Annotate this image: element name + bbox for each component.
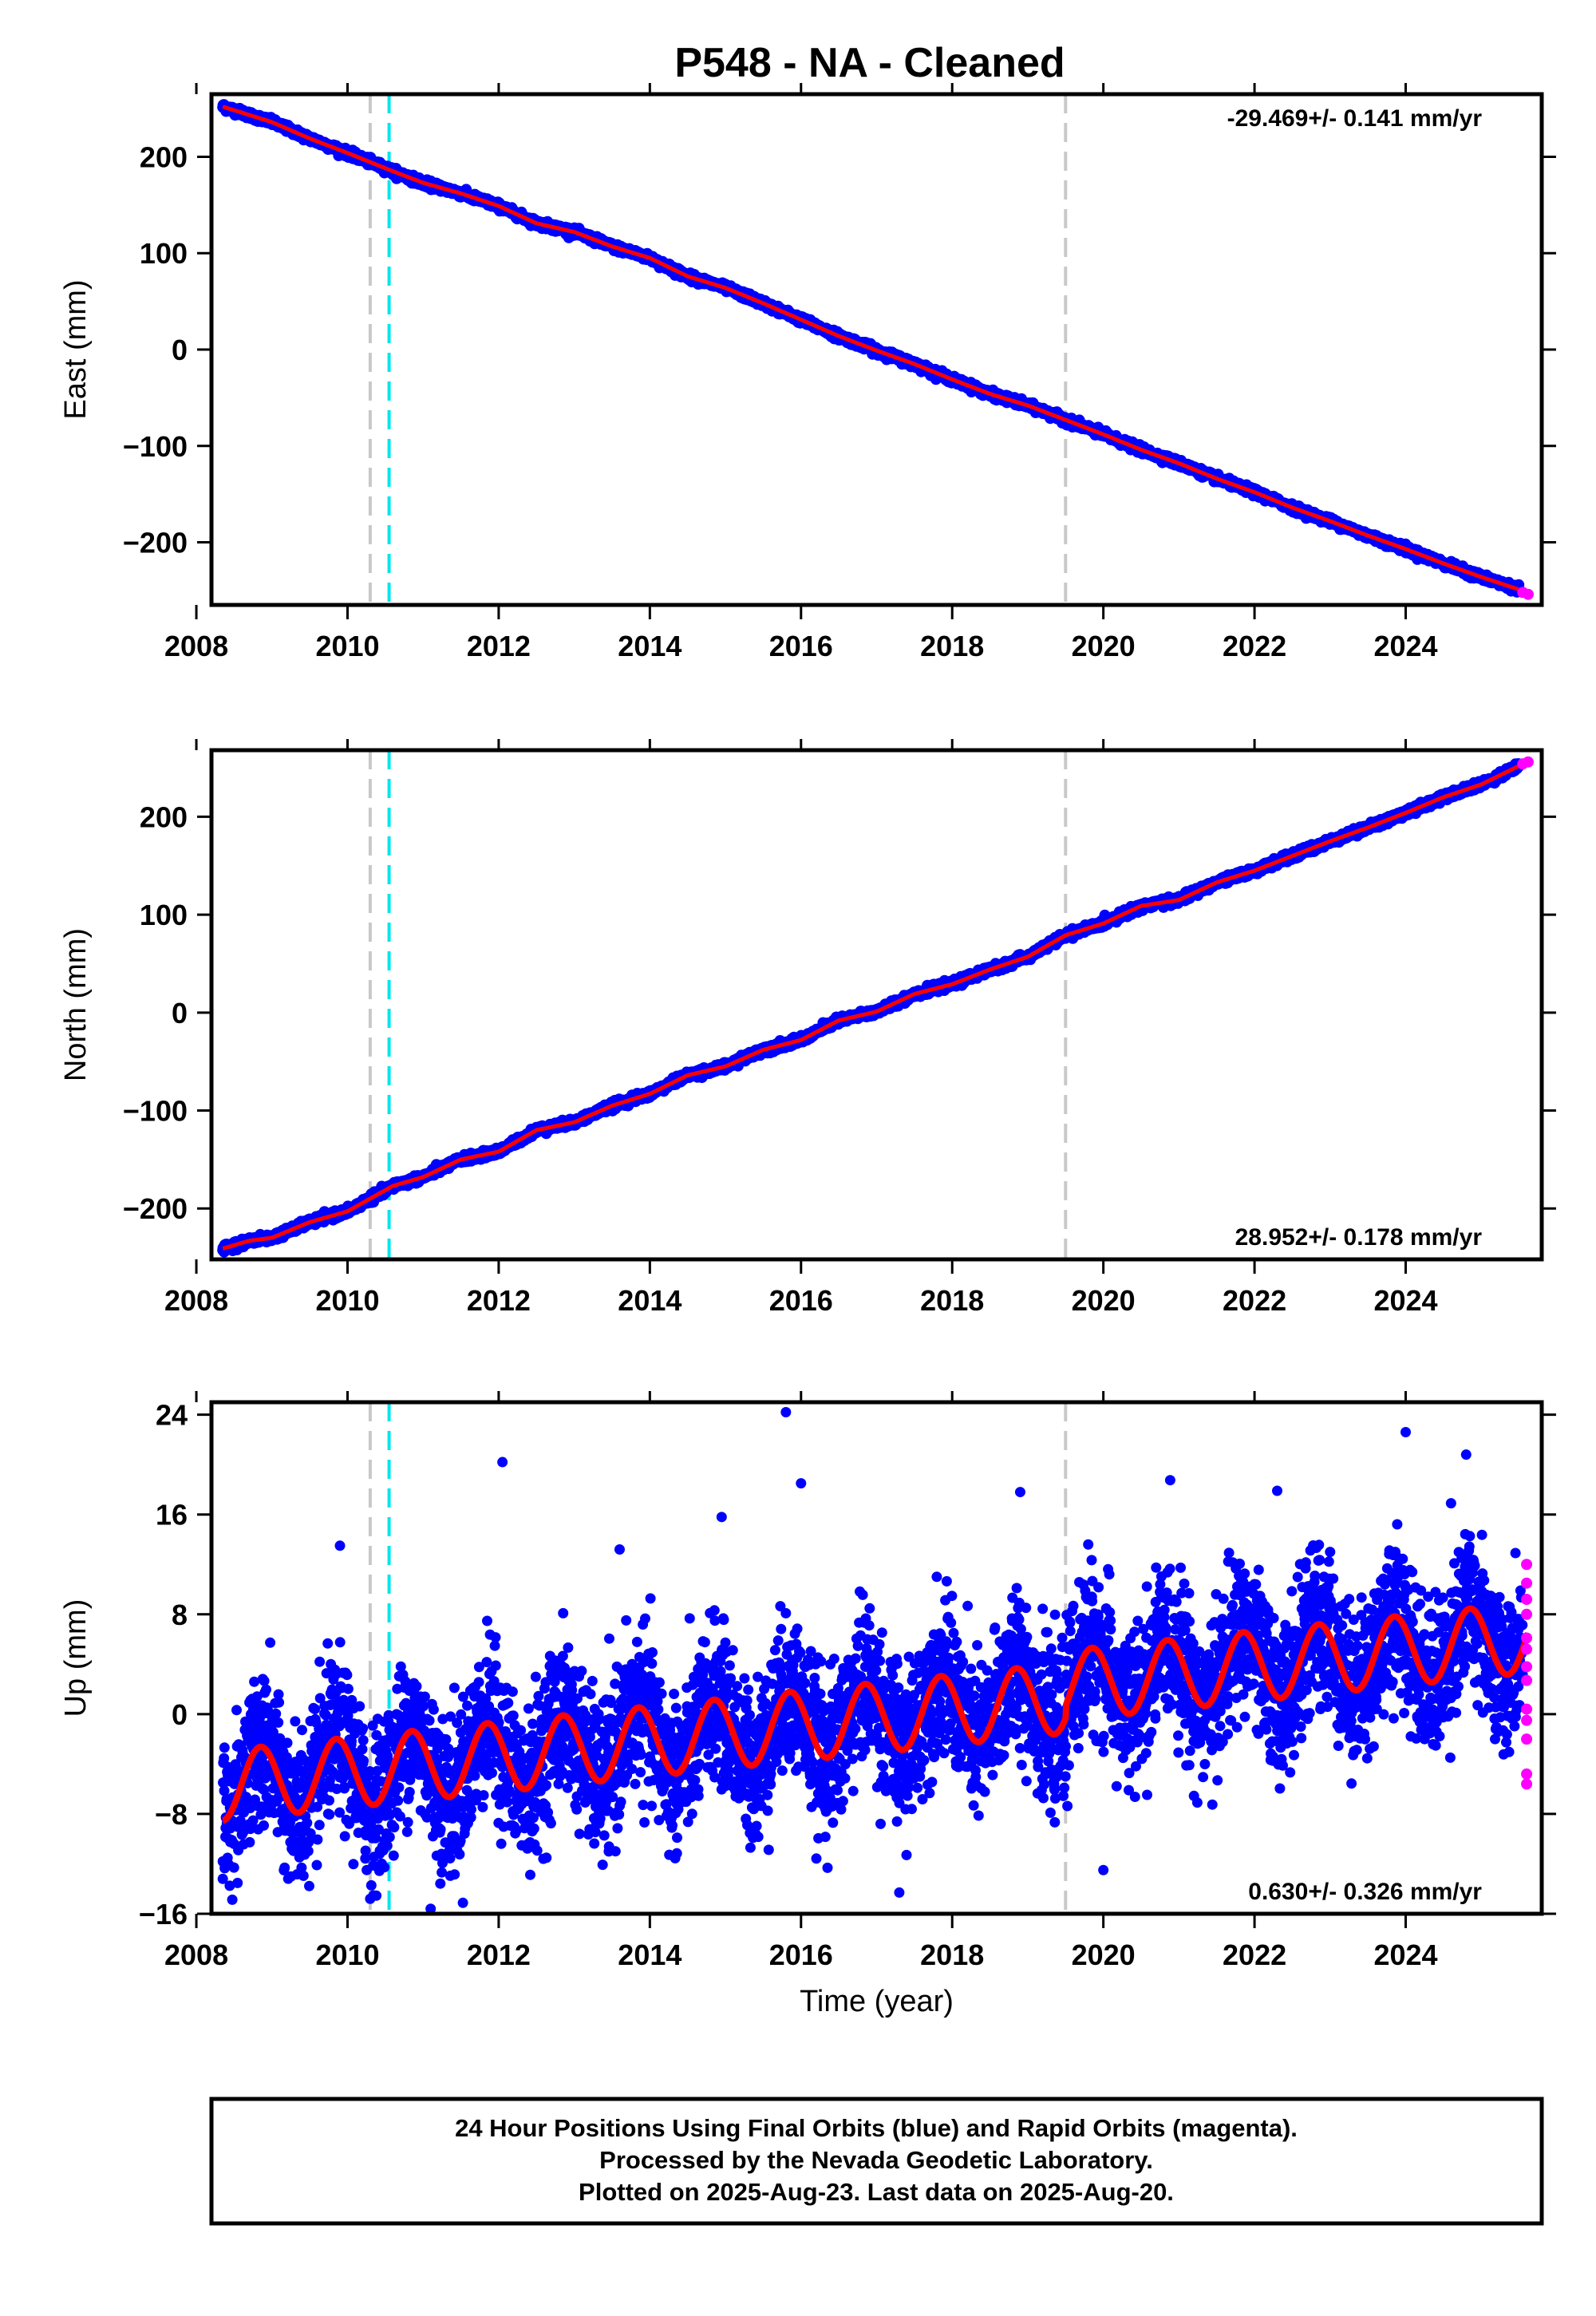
x-tick-label: 2008 [164, 630, 228, 662]
y-axis-label: East (mm) [59, 279, 93, 419]
x-tick-label: 2020 [1072, 630, 1136, 662]
x-tick-label: 2018 [920, 630, 984, 662]
panel-east: 2008 2010 2012 2014 2016 2018 2020 2022 2024 200 1… [59, 83, 1556, 662]
x-tick-label: 2012 [467, 630, 531, 662]
y-tick-label: −200 [123, 527, 188, 559]
x-tick-label: 2010 [315, 630, 379, 662]
y-tick-label: −100 [123, 430, 188, 463]
rapid-point [1522, 588, 1534, 600]
x-tick-label: 2014 [618, 630, 681, 662]
y-tick-label: 200 [140, 140, 188, 173]
chart-title: P548 - NA - Cleaned [674, 40, 1065, 86]
rate-label: -29.469+/- 0.141 mm/yr [1227, 105, 1483, 132]
x-tick-label: 2016 [769, 630, 833, 662]
y-tick-label: 100 [140, 237, 188, 270]
y-tick-label: 0 [172, 334, 188, 366]
x-tick-label: 2022 [1223, 630, 1286, 662]
x-tick-label: 2024 [1373, 630, 1437, 662]
plot-area-east [217, 94, 1534, 605]
